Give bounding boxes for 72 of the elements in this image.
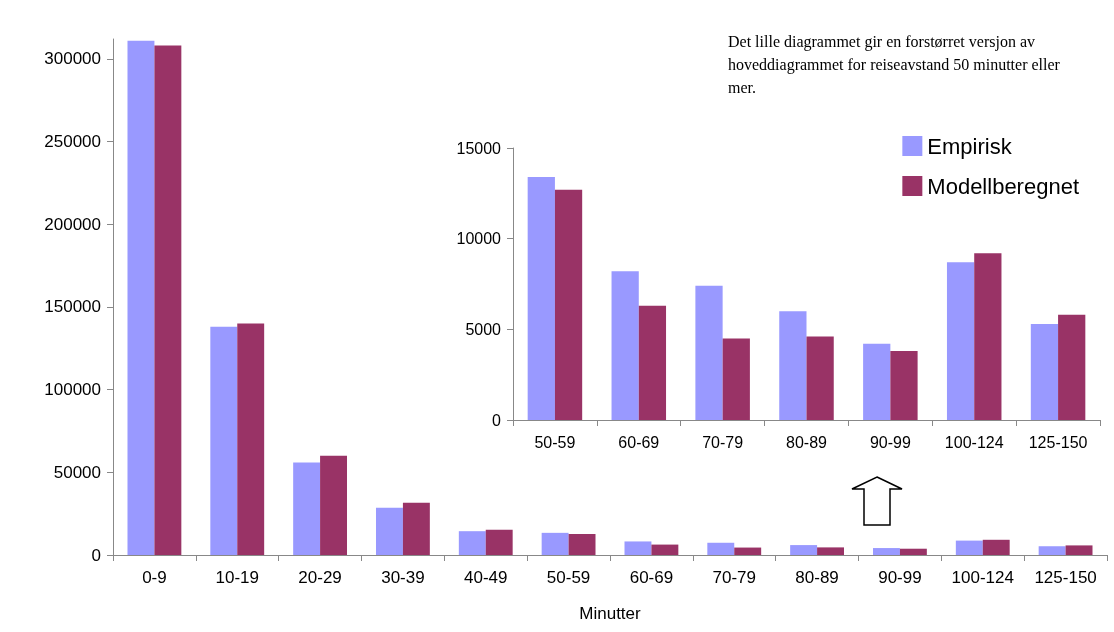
y-tick-label: 200000: [44, 214, 101, 234]
y-tick-label: 0: [492, 411, 502, 429]
y-tick-label: 150000: [44, 297, 101, 317]
y-tick-label: 100000: [44, 380, 101, 400]
bar: [779, 311, 807, 420]
bar: [624, 541, 652, 555]
bar: [210, 326, 238, 555]
bar: [651, 544, 679, 555]
bar: [320, 455, 347, 555]
x-axis-title: Minutter: [579, 604, 642, 623]
x-tick-label: 40-49: [464, 568, 508, 587]
bar: [154, 45, 182, 555]
x-tick-label: 70-79: [712, 568, 756, 587]
x-tick-label: 60-69: [618, 433, 660, 451]
legend-label: Empirisk: [927, 133, 1013, 159]
bar: [817, 547, 844, 555]
x-tick-label: 50-59: [534, 433, 576, 451]
bar: [1065, 545, 1093, 555]
x-tick-label: 80-89: [786, 433, 828, 451]
bar: [485, 529, 513, 555]
x-tick-label: 10-19: [215, 568, 259, 587]
bar: [237, 323, 265, 555]
bar: [899, 548, 927, 555]
bar: [554, 189, 583, 420]
x-tick-label: 90-99: [878, 568, 922, 587]
y-tick-label: 15000: [456, 139, 502, 157]
bar: [955, 540, 983, 555]
bar: [722, 338, 750, 420]
bar: [541, 532, 569, 555]
bar: [974, 253, 1002, 420]
y-tick-label: 250000: [44, 132, 101, 152]
bar: [982, 539, 1010, 555]
bar: [873, 548, 900, 555]
x-tick-label: 100-124: [944, 433, 1004, 451]
y-tick-label: 300000: [44, 49, 101, 69]
bar: [611, 271, 639, 420]
x-tick-label: 60-69: [629, 568, 674, 587]
x-tick-label: 125-150: [1034, 568, 1097, 587]
bar: [863, 343, 891, 420]
x-tick-label: 20-29: [298, 568, 342, 587]
bar: [695, 285, 723, 420]
bar: [1058, 314, 1086, 420]
bar: [707, 542, 735, 555]
bar: [293, 462, 321, 555]
bar: [527, 177, 555, 420]
bar: [127, 40, 155, 555]
y-tick-label: 50000: [53, 462, 101, 482]
x-tick-label: 50-59: [546, 568, 591, 587]
legend-label: Modellberegnet: [927, 173, 1080, 199]
y-tick-label: 10000: [456, 230, 502, 248]
bar: [946, 262, 975, 420]
bar: [568, 534, 596, 555]
bar: [638, 305, 667, 420]
bar: [1030, 323, 1059, 420]
x-tick-label: 125-150: [1028, 433, 1088, 451]
x-tick-label: 80-89: [795, 568, 839, 587]
x-tick-label: 0-9: [142, 568, 167, 587]
x-tick-label: 70-79: [702, 433, 744, 451]
bar: [402, 502, 430, 555]
bar: [376, 507, 403, 555]
x-tick-label: 100-124: [951, 568, 1014, 587]
bar: [734, 547, 762, 555]
bar: [806, 336, 834, 420]
annotation: Det lille diagrammet gir en forstørret versjon av hoveddiagrammet for reiseavstand 50 minutter eller mer.: [728, 32, 1061, 98]
y-tick-label: 0: [91, 545, 101, 565]
bar: [458, 531, 486, 555]
x-tick-label: 90-99: [869, 433, 911, 451]
bar: [1038, 546, 1066, 555]
bar: [890, 351, 918, 420]
bar: [790, 545, 818, 555]
x-tick-label: 30-39: [381, 568, 425, 587]
y-tick-label: 5000: [465, 320, 502, 338]
